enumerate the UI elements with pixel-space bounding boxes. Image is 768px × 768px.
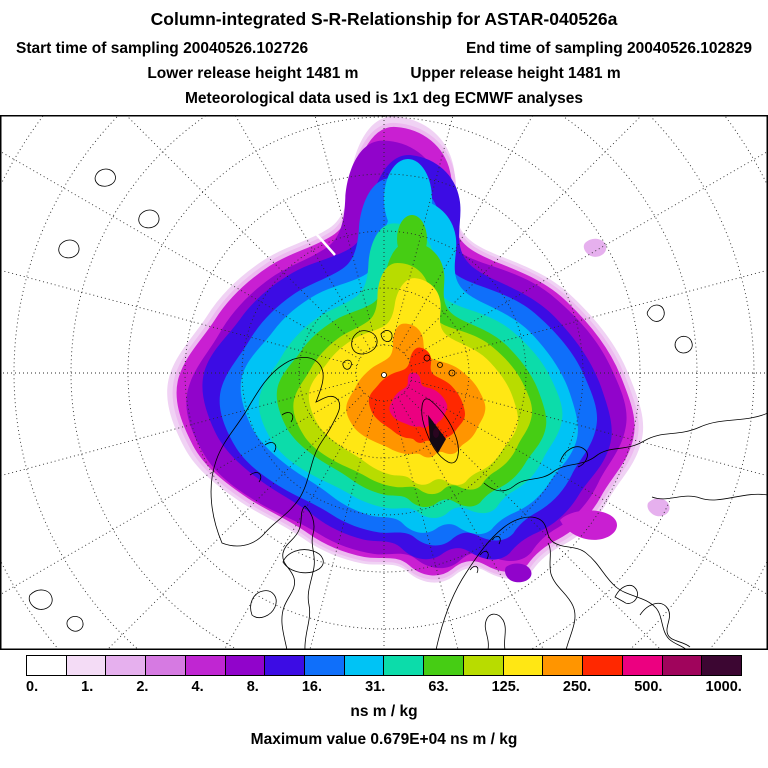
upper-release-label: Upper release height 1481 m [410, 65, 621, 82]
end-time-label: End time of sampling 20040526.102829 [465, 40, 752, 57]
colorbar-cell [424, 656, 464, 675]
colorbar-tick-label: 8. [246, 679, 259, 695]
colorbar-tick-label: 1000. [705, 679, 742, 695]
colorbar-cell [344, 656, 385, 675]
colorbar-cell [384, 656, 425, 675]
max-value-label: Maximum value 0.679E+04 ns m / kg [250, 731, 518, 748]
colorbar-cell [463, 656, 504, 675]
sampling-time-row: Start time of sampling 20040526.102726 E… [0, 40, 768, 58]
coast-greenland [210, 356, 341, 547]
coast-siberia [483, 412, 768, 492]
colorbar-cell [27, 656, 67, 675]
colorbar-cell [583, 656, 623, 675]
coast-island-1 [423, 354, 431, 362]
plume-contours [167, 116, 670, 583]
colorbar-tick-label: 250. [562, 679, 592, 695]
colorbar-cell [106, 656, 147, 675]
coast-denmark [484, 613, 506, 650]
coast-taymyr [559, 446, 588, 468]
colorbar-tick-label: 125. [491, 679, 520, 695]
colorbar-tick-label: 500. [634, 679, 663, 695]
colorbar-tick-label: 63. [428, 679, 449, 695]
colorbar-cell [622, 656, 663, 675]
coast-kola [614, 584, 638, 604]
coast-baltic [547, 542, 576, 650]
flight-track-line [209, 115, 336, 256]
colorbar-tick-label: 0. [26, 679, 39, 695]
latitude-circle [241, 230, 527, 516]
coast-canadian-arctic [58, 168, 160, 259]
coast-fjords [469, 535, 501, 574]
colorbar: 0. 1. 2. 4. 8. 16. 31. 63. 125. 250. 500. 1000. [26, 655, 742, 695]
colorbar-cell [702, 656, 741, 675]
met-data-row: Meteorological data used is 1x1 deg ECMW… [0, 90, 768, 108]
colorbar-cell [503, 656, 544, 675]
coast-greenland-fjords [249, 412, 294, 483]
plot-title: Column-integrated S-R-Relationship for A… [150, 9, 618, 29]
coast-scandinavia [435, 516, 688, 650]
detached-blob-4 [583, 238, 607, 257]
colorbar-cells [26, 655, 742, 676]
plot-header: Column-integrated S-R-Relationship for A… [0, 0, 768, 108]
coastlines [28, 168, 768, 650]
coast-ireland [250, 590, 277, 618]
start-time-label: Start time of sampling 20040526.102726 [16, 40, 309, 57]
colorbar-tick-label: 4. [191, 679, 204, 695]
pole-marker [381, 372, 387, 378]
latitude-circle [13, 115, 755, 650]
coast-siberia-south [651, 493, 768, 501]
colorbar-cell [225, 656, 266, 675]
colorbar-cell [146, 656, 186, 675]
release-height-row: Lower release height 1481 m Upper releas… [0, 65, 768, 83]
colorbar-cell [185, 656, 226, 675]
detached-blob-2 [647, 498, 670, 517]
latitude-circle [184, 173, 584, 573]
coast-novaya-zemlya [421, 398, 459, 464]
max-value-speck [433, 428, 439, 438]
polar-map [0, 115, 768, 650]
coast-island-2 [437, 362, 443, 368]
colorbar-cell [543, 656, 584, 675]
colorbar-cell [265, 656, 306, 675]
coast-lower-left [28, 589, 84, 632]
coast-white-sea [639, 602, 691, 648]
colorbar-tick-label: 31. [365, 679, 386, 695]
green-lobe-patch [397, 215, 427, 263]
colorbar-cell [305, 656, 345, 675]
detached-blob-1 [560, 510, 617, 540]
coast-britain [281, 505, 315, 650]
map-border [0, 115, 768, 650]
colorbar-tick-label: 1. [81, 679, 94, 695]
detached-blob-3 [504, 563, 532, 583]
coast-severnaya-zemlya [646, 304, 693, 354]
lower-release-label: Lower release height 1481 m [147, 65, 359, 82]
units-label: ns m / kg [350, 703, 418, 720]
graticule [0, 115, 768, 650]
colorbar-tick-label: 16. [301, 679, 323, 695]
colorbar-tick-label: 2. [136, 679, 149, 695]
coast-svalbard [342, 330, 393, 370]
colorbar-cell [66, 656, 107, 675]
met-data-label: Meteorological data used is 1x1 deg ECMW… [185, 90, 583, 107]
colorbar-cell [662, 656, 703, 675]
colorbar-ticks: 0. 1. 2. 4. 8. 16. 31. 63. 125. 250. 500. 1000. [26, 679, 742, 695]
